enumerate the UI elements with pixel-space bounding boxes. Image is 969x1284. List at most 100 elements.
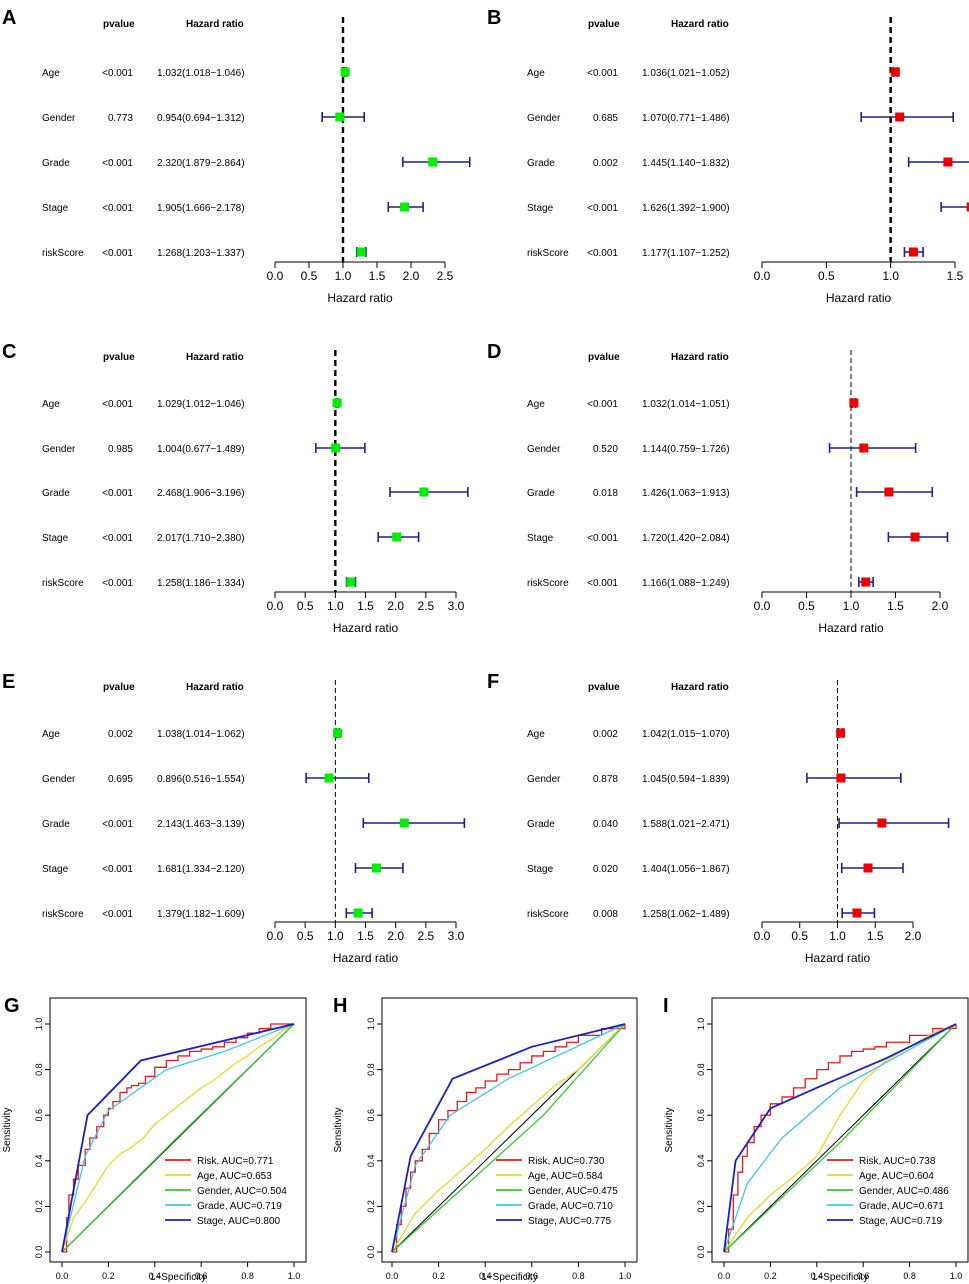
roc-curve-grade <box>723 1023 957 1253</box>
roc-curve-stage <box>391 1023 626 1253</box>
x-tick-label: 0.4 <box>149 1271 162 1281</box>
x-tick-label: 0.5 <box>818 269 835 283</box>
hazard-ratio-point <box>371 863 381 873</box>
hazard-ratio-point <box>353 908 363 918</box>
pvalue-value: <0.001 <box>102 488 133 499</box>
legend: Risk, AUC=0.730 Age, AUC=0.584 Gender, AUC… <box>496 1156 618 1227</box>
hazard-ratio-point <box>332 398 342 408</box>
legend-label-stage: Stage, AUC=0.719 <box>859 1216 943 1227</box>
x-tick-label: 1.0 <box>327 929 344 943</box>
y-axis-title: Sensitivity <box>664 1107 675 1152</box>
x-tick-label: 0.0 <box>754 599 771 613</box>
y-tick-label: 0.4 <box>34 1155 44 1168</box>
variable-label: Stage <box>527 864 554 875</box>
hazard-ratio-value: 1.268(1.203−1.337) <box>157 248 245 259</box>
x-tick-label: 2.0 <box>387 599 404 613</box>
legend-label-gender: Gender, AUC=0.486 <box>859 1186 949 1197</box>
pvalue-value: 0.878 <box>593 774 618 785</box>
hazard-ratio-value: 1.045(0.594−1.839) <box>642 774 730 785</box>
variable-label: Stage <box>42 533 69 544</box>
pvalue-value: <0.001 <box>102 533 133 544</box>
x-tick-label: 0.6 <box>195 1271 208 1281</box>
x-tick-label: 2.0 <box>387 929 404 943</box>
roc-curve-gender <box>723 1023 957 1253</box>
hazard-ratio-point <box>419 487 429 497</box>
hazard-ratio-value: 1.166(1.088−1.249) <box>642 578 730 589</box>
legend-label-age: Age, AUC=0.584 <box>528 1171 603 1182</box>
hazard-ratio-value: 1.144(0.759−1.726) <box>642 444 730 455</box>
x-axis-title: Hazard ratio <box>333 951 399 965</box>
pvalue-value: <0.001 <box>587 533 618 544</box>
legend-label-age: Age, AUC=0.653 <box>197 1171 272 1182</box>
plot-frame <box>381 997 638 1263</box>
panel-letter: C <box>2 341 16 363</box>
pvalue-value: 0.773 <box>108 113 133 124</box>
x-tick-label: 2.0 <box>403 269 420 283</box>
hazard-ratio-value: 1.032(1.018−1.046) <box>157 68 245 79</box>
roc-curve-risk <box>724 1024 957 1253</box>
variable-label: riskScore <box>42 578 84 589</box>
pvalue-value: 0.002 <box>108 729 133 740</box>
variable-label: Gender <box>42 444 76 455</box>
variable-label: Age <box>42 399 60 410</box>
pvalue-value: <0.001 <box>102 909 133 920</box>
pvalue-header: pvalue <box>588 19 620 30</box>
x-tick-label: 0.0 <box>267 599 284 613</box>
legend-label-grade: Grade, AUC=0.671 <box>859 1201 944 1212</box>
panel-letter: D <box>487 341 501 363</box>
roc-curve-age <box>391 1023 626 1253</box>
hazard-ratio-point <box>943 157 953 167</box>
x-tick-label: 3.0 <box>448 599 465 613</box>
x-tick-label: 1.5 <box>357 929 374 943</box>
y-tick-label: 0.8 <box>696 1063 706 1076</box>
variable-label: Grade <box>42 819 70 830</box>
variable-label: Stage <box>42 203 69 214</box>
x-tick-label: 0.4 <box>479 1271 492 1281</box>
x-axis-title: Hazard ratio <box>333 621 399 635</box>
variable-label: riskScore <box>527 909 569 920</box>
pvalue-value: 0.520 <box>593 444 618 455</box>
pvalue-header: pvalue <box>588 682 620 693</box>
pvalue-value: <0.001 <box>102 203 133 214</box>
x-tick-label: 1.5 <box>357 599 374 613</box>
panel-letter: I <box>663 995 669 1017</box>
y-tick-label: 0.2 <box>34 1200 44 1213</box>
x-tick-label: 1.0 <box>843 599 860 613</box>
panel-letter: F <box>487 671 499 693</box>
hazard-ratio-value: 1.445(1.140−1.832) <box>642 158 730 169</box>
pvalue-value: <0.001 <box>587 399 618 410</box>
x-tick-label: 1.0 <box>882 269 899 283</box>
pvalue-value: 0.695 <box>108 774 133 785</box>
x-tick-label: 0.5 <box>297 599 314 613</box>
x-tick-label: 0.0 <box>56 1271 69 1281</box>
pvalue-value: <0.001 <box>587 203 618 214</box>
hazard-ratio-point <box>335 112 345 122</box>
variable-label: riskScore <box>42 248 84 259</box>
hazard-ratio-value: 1.720(1.420−2.084) <box>642 533 730 544</box>
variable-label: Gender <box>42 113 76 124</box>
pvalue-header: pvalue <box>588 352 620 363</box>
y-tick-label: 1.0 <box>34 1018 44 1031</box>
roc-panel-i: I 0.0 0.0 0.2 0.2 0.4 0.4 0.6 0.6 0.8 0.8 1.0 1.0 1−S… <box>663 995 969 1283</box>
legend-label-gender: Gender, AUC=0.475 <box>528 1186 618 1197</box>
pvalue-value: <0.001 <box>102 158 133 169</box>
hazard-ratio-point <box>346 577 356 587</box>
variable-label: Age <box>42 729 60 740</box>
pvalue-value: 0.685 <box>593 113 618 124</box>
legend-label-grade: Grade, AUC=0.710 <box>528 1201 613 1212</box>
hazard-ratio-point <box>340 67 350 77</box>
x-tick-label: 0.5 <box>798 599 815 613</box>
pvalue-value: 0.020 <box>593 864 618 875</box>
roc-curve-stage <box>61 1023 295 1253</box>
plot-frame <box>711 997 969 1263</box>
legend-label-stage: Stage, AUC=0.775 <box>528 1216 612 1227</box>
x-tick-label: 0.2 <box>102 1271 115 1281</box>
hazard-ratio-value: 2.320(1.879−2.864) <box>157 158 245 169</box>
x-tick-label: 0.4 <box>811 1271 824 1281</box>
hazard-ratio-point <box>428 157 438 167</box>
x-tick-label: 1.5 <box>369 269 386 283</box>
hazard-ratio-point <box>836 773 846 783</box>
hazard-ratio-value: 1.029(1.012−1.046) <box>157 399 245 410</box>
